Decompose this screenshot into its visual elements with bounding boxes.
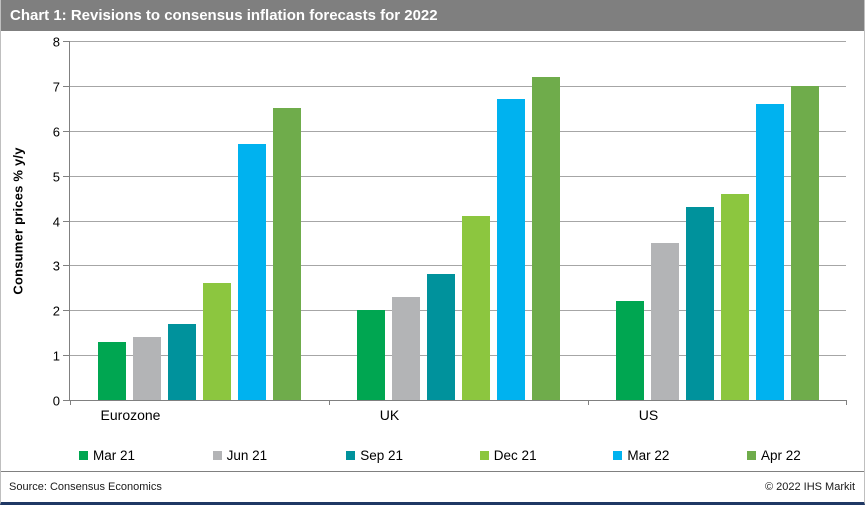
bar-eurozone-apr22 xyxy=(273,108,301,400)
bar-eurozone-mar21 xyxy=(98,341,126,400)
gridline xyxy=(70,355,846,357)
y-axis-tick xyxy=(63,41,70,42)
bar-eurozone-sep21 xyxy=(168,323,196,400)
bar-eurozone-jun21 xyxy=(133,337,161,400)
legend-swatch-icon xyxy=(613,450,623,460)
bar-us-apr22 xyxy=(791,85,819,400)
legend-swatch-icon xyxy=(79,450,88,460)
y-axis-tick-label: 2 xyxy=(52,303,60,319)
legend-item-mar21: Mar 21 xyxy=(79,445,135,465)
legend-item-sep21: Sep 21 xyxy=(346,445,403,465)
y-axis-tick-label: 8 xyxy=(52,34,60,50)
chart-body: Consumer prices % y/y 0 1 2 3 4 5 6 7 8 Mar 21 Ju… xyxy=(1,31,864,471)
footer: Source: Consensus Economics © 2022 IHS M… xyxy=(1,471,864,502)
legend-swatch-icon xyxy=(479,450,489,460)
legend-label: Mar 22 xyxy=(627,447,670,463)
y-axis-tick xyxy=(63,175,70,177)
gridline xyxy=(70,130,846,132)
source-note: Source: Consensus Economics xyxy=(9,481,162,493)
x-axis-tick xyxy=(329,400,330,405)
y-axis-tick xyxy=(63,220,70,222)
chart-title-bar: Chart 1: Revisions to consensus inflatio… xyxy=(1,0,864,31)
legend: Mar 21 Jun 21 Sep 21 Dec 21 Mar 22 Apr 22 xyxy=(69,445,846,465)
y-axis-tick xyxy=(63,310,70,312)
bar-us-mar21 xyxy=(616,301,644,400)
copyright-note: © 2022 IHS Markit xyxy=(764,481,855,493)
gridline xyxy=(70,310,846,312)
y-axis-tick-label: 3 xyxy=(52,258,60,274)
legend-item-mar22: Mar 22 xyxy=(613,445,669,465)
bar-us-jun21 xyxy=(651,242,679,400)
bar-us-mar22 xyxy=(756,103,784,400)
legend-label: Sep 21 xyxy=(360,447,403,463)
legend-swatch-icon xyxy=(747,450,756,460)
gridline xyxy=(70,220,846,222)
bar-uk-jun21 xyxy=(392,296,420,400)
bar-uk-sep21 xyxy=(427,274,455,400)
legend-swatch-icon xyxy=(346,450,356,460)
gridline xyxy=(70,175,846,177)
y-axis-tick-label: 6 xyxy=(52,124,60,140)
legend-label: Jun 21 xyxy=(226,447,268,463)
bar-eurozone-dec21 xyxy=(203,283,231,400)
x-axis-tick xyxy=(846,400,847,405)
legend-label: Apr 22 xyxy=(761,447,801,463)
bar-eurozone-mar22 xyxy=(238,144,266,400)
y-axis-tick xyxy=(63,355,70,357)
y-axis-tick xyxy=(63,400,70,401)
bar-us-sep21 xyxy=(686,207,714,400)
y-axis-tick xyxy=(63,130,70,132)
chart-title: Chart 1: Revisions to consensus inflatio… xyxy=(10,7,438,24)
category-label-us: US xyxy=(638,407,659,423)
y-axis-title: Consumer prices % y/y xyxy=(10,147,26,295)
y-axis-tick xyxy=(63,265,70,267)
y-axis-tick-label: 0 xyxy=(52,393,60,409)
y-axis-tick-label: 5 xyxy=(52,169,60,185)
bar-uk-dec21 xyxy=(462,216,490,400)
legend-item-dec21: Dec 21 xyxy=(479,445,537,465)
category-label-uk: UK xyxy=(379,407,400,423)
bar-uk-apr22 xyxy=(532,76,560,400)
y-axis-tick-label: 7 xyxy=(52,79,60,95)
bar-uk-mar21 xyxy=(357,310,385,400)
y-axis-tick-label: 1 xyxy=(52,348,60,364)
category-label-eurozone: Eurozone xyxy=(100,407,161,423)
gridline xyxy=(70,265,846,267)
legend-item-apr22: Apr 22 xyxy=(747,445,801,465)
y-axis-tick xyxy=(63,85,70,87)
x-axis-tick xyxy=(70,400,71,405)
x-axis-tick xyxy=(588,400,589,405)
legend-label: Mar 21 xyxy=(93,447,136,463)
bar-uk-mar22 xyxy=(497,99,525,400)
plot-area: 0 1 2 3 4 5 6 7 8 xyxy=(53,35,847,409)
legend-item-jun21: Jun 21 xyxy=(212,445,268,465)
legend-label: Dec 21 xyxy=(493,447,537,463)
gridline xyxy=(70,41,846,42)
bar-us-dec21 xyxy=(721,193,749,400)
legend-swatch-icon xyxy=(212,450,222,460)
y-axis-tick-label: 4 xyxy=(52,214,60,229)
gridline xyxy=(70,85,846,87)
